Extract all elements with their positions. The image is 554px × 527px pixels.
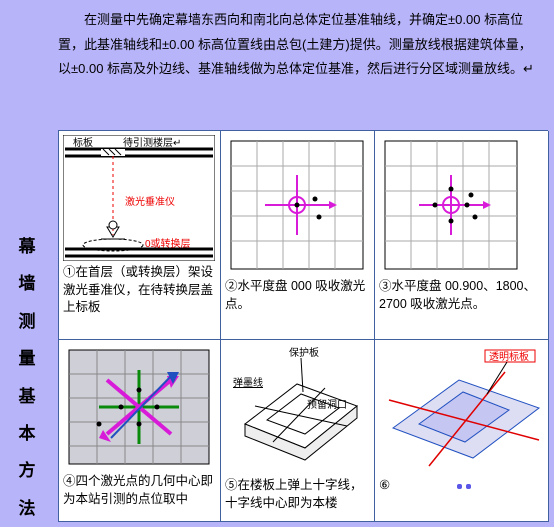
label-opening: 预留洞口 [307,398,347,411]
caption-1: ①在首层（或转换层）架设激光垂准仪，在待转换层盖上标板 [63,264,216,317]
gamepad-icon [453,480,475,494]
diagram-cell-1: 标板 待引测楼层↵ 激光垂准仪 0或转换层 ①在首层（或转换层）架设激光垂准仪，… [59,131,221,340]
watermark-url: www.ytruide.com [453,495,548,509]
intro-indent [58,12,84,27]
label-ink: 弹墨线 [233,376,263,389]
diagram-3-svg [379,135,523,275]
label-transparent: 透明标板 [489,350,529,363]
caption-3: ③水平度盘 00.900、1800、2700 吸收激光点。 [379,278,544,313]
diagram-cell-5: 保护板 弹墨线 预留洞口 ⑤在楼板上弹上十字线，十字线中心即为本楼 [221,340,375,522]
section-title-vertical: 幕墙测量基本方法 [12,228,42,527]
intro-paragraph: 在测量中先确定幕墙东西向和南北向总体定位基准轴线，并确定±0.00 标高位置，此… [0,0,554,90]
intro-text: 在测量中先确定幕墙东西向和南北向总体定位基准轴线，并确定±0.00 标高位置，此… [58,12,534,76]
diagram-cell-2: ②水平度盘 000 吸收激光点。 [221,131,375,340]
label-ground-floor: 0或转换层 [145,237,191,250]
diagram-4-svg [63,344,215,470]
label-laser: 激光垂准仪 [125,195,175,208]
label-upper-floor: 待引测楼层↵ [123,136,181,149]
label-biaoban: 标板 [73,136,93,149]
diagram-cell-4: ④四个激光点的几何中心即为本站引测的点位取中 [59,340,221,522]
caption-5: ⑤在楼板上弹上十字线，十字线中心即为本楼 [225,477,370,512]
diagram-5-svg: 保护板 弹墨线 预留洞口 [225,344,369,474]
diagram-6-svg: 透明标板 [379,344,543,474]
watermark: 锐得游戏网 www.ytruide.com [453,475,548,509]
caption-2: ②水平度盘 000 吸收激光点。 [225,278,370,313]
caption-4: ④四个激光点的几何中心即为本站引测的点位取中 [63,473,216,508]
diagram-1-svg: 标板 待引测楼层↵ 激光垂准仪 0或转换层 [63,135,215,261]
watermark-brand: 锐得游戏网 [478,477,548,493]
diagram-grid: 标板 待引测楼层↵ 激光垂准仪 0或转换层 ①在首层（或转换层）架设激光垂准仪，… [58,130,548,522]
label-protect: 保护板 [289,346,319,359]
diagram-cell-3: ③水平度盘 00.900、1800、2700 吸收激光点。 [375,131,549,340]
diagram-2-svg [225,135,369,275]
